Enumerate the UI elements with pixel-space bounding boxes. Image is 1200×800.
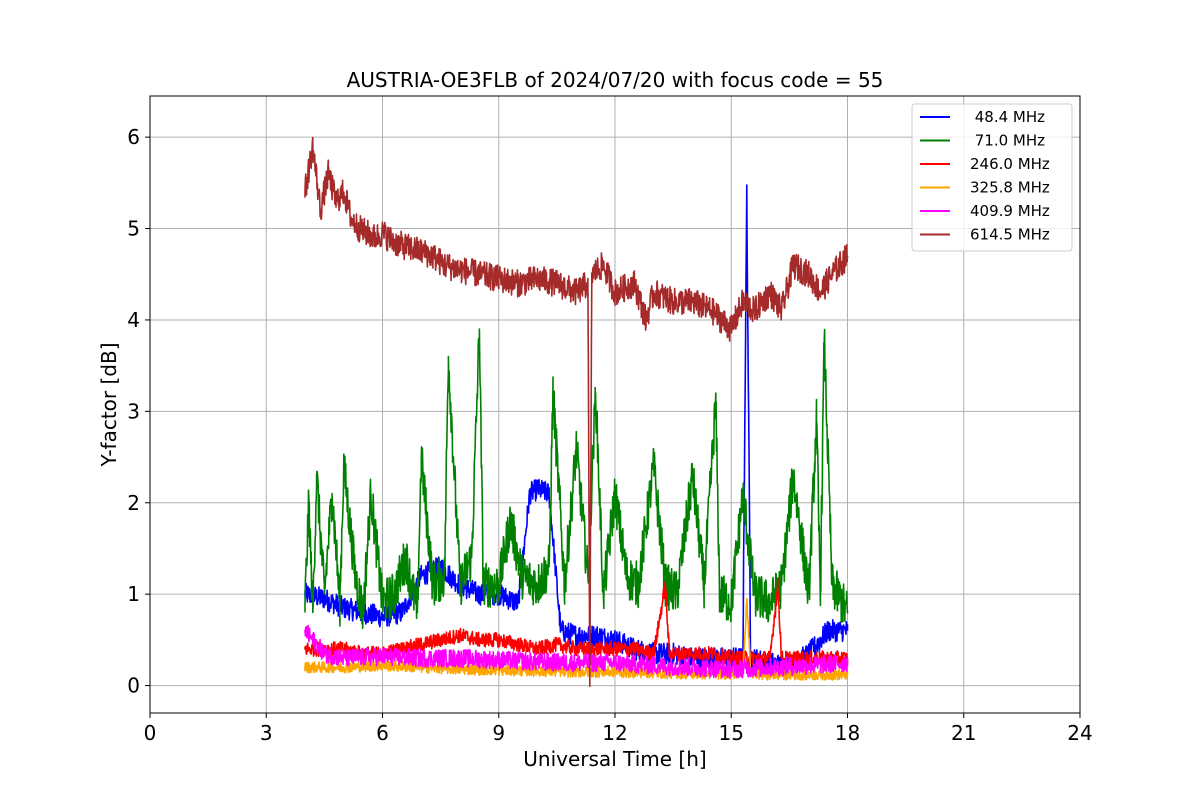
legend: 48.4 MHz 71.0 MHz 246.0 MHz 325.8 MHz 409.9… — [911, 103, 1073, 252]
legend-box — [911, 103, 1073, 252]
y-tick-label: 4 — [127, 308, 140, 332]
x-tick-label: 0 — [144, 721, 157, 745]
y-tick-label: 5 — [127, 217, 140, 241]
y-tick-label: 1 — [127, 582, 140, 606]
y-tick-label: 0 — [127, 674, 140, 698]
legend-label: 246.0 MHz — [970, 155, 1050, 173]
series-line-0 — [304, 184, 849, 679]
x-tick-label: 21 — [951, 721, 976, 745]
x-tick-label: 15 — [719, 721, 744, 745]
legend-label: 409.9 MHz — [970, 202, 1050, 220]
x-axis-label: Universal Time [h] — [523, 747, 706, 771]
x-tick-label: 6 — [376, 721, 389, 745]
series-line-5 — [304, 136, 849, 688]
series-line-4 — [304, 624, 849, 679]
y-tick-label: 6 — [127, 125, 140, 149]
legend-label: 325.8 MHz — [970, 179, 1050, 197]
x-tick-label: 12 — [602, 721, 627, 745]
series-layer — [304, 136, 849, 688]
x-tick-label: 18 — [835, 721, 860, 745]
legend-label: 71.0 MHz — [970, 132, 1045, 150]
series-line-1 — [304, 328, 849, 630]
x-tick-label: 24 — [1067, 721, 1092, 745]
x-tick-label: 9 — [492, 721, 505, 745]
y-tick-label: 2 — [127, 491, 140, 515]
legend-label: 48.4 MHz — [970, 108, 1045, 126]
legend-label: 614.5 MHz — [970, 226, 1050, 244]
chart-title: AUSTRIA-OE3FLB of 2024/07/20 with focus … — [347, 68, 884, 92]
y-tick-label: 3 — [127, 399, 140, 423]
x-tick-label: 3 — [260, 721, 273, 745]
y-axis-label: Y-factor [dB] — [97, 342, 121, 467]
